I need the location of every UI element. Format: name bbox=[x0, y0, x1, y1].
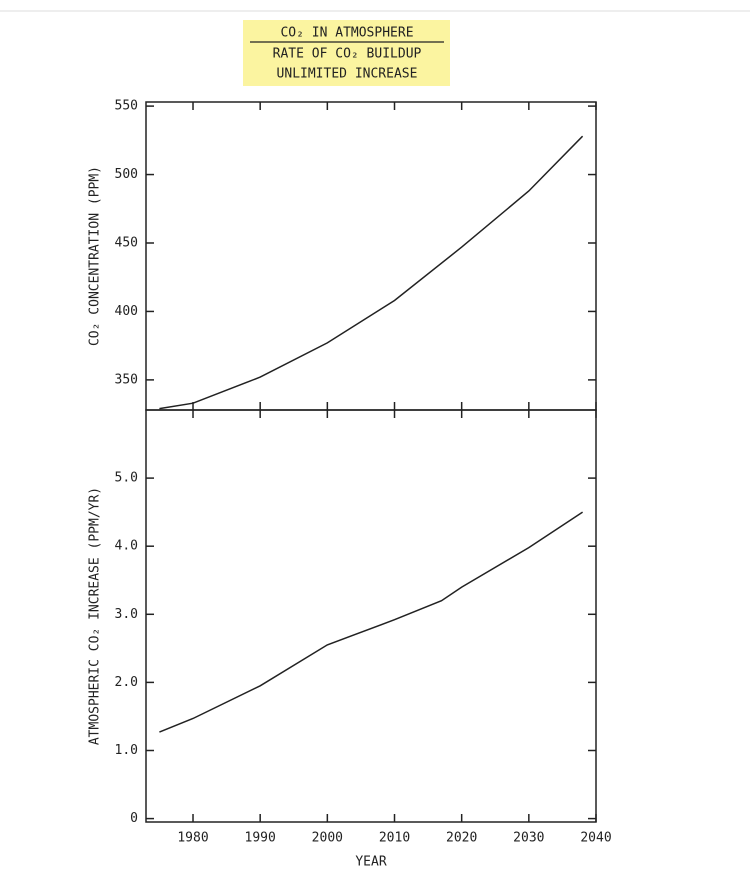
y-tick-label: 400 bbox=[115, 304, 138, 319]
y-tick-label: 0 bbox=[130, 811, 138, 826]
y-tick-label: 500 bbox=[115, 167, 138, 182]
x-tick-label: 2000 bbox=[312, 831, 343, 846]
x-tick-label: 1980 bbox=[177, 831, 208, 846]
highlight bbox=[243, 20, 450, 86]
x-axis-label: YEAR bbox=[355, 855, 386, 870]
x-tick-label: 2040 bbox=[580, 831, 611, 846]
y-tick-label: 550 bbox=[115, 99, 138, 114]
x-tick-label: 2030 bbox=[513, 831, 544, 846]
y-tick-label: 5.0 bbox=[115, 471, 138, 486]
data-line bbox=[159, 511, 584, 733]
y-tick-label: 1.0 bbox=[115, 743, 138, 758]
y-axis-label: ATMOSPHERIC CO₂ INCREASE (PPM/YR) bbox=[88, 487, 103, 745]
x-tick-label: 2010 bbox=[379, 831, 410, 846]
header-line: CO₂ IN ATMOSPHERE bbox=[280, 26, 413, 41]
data-line bbox=[159, 135, 584, 410]
y-axis-label: CO₂ CONCENTRATION (PPM) bbox=[88, 166, 103, 346]
plot-frame bbox=[145, 101, 597, 411]
header-line: RATE OF CO₂ BUILDUP bbox=[273, 47, 422, 62]
y-tick-label: 4.0 bbox=[115, 539, 138, 554]
header-line: UNLIMITED INCREASE bbox=[277, 67, 418, 82]
x-tick-label: 2020 bbox=[446, 831, 477, 846]
y-tick-label: 2.0 bbox=[115, 675, 138, 690]
x-tick-label: 1990 bbox=[245, 831, 276, 846]
y-tick-label: 350 bbox=[115, 372, 138, 387]
plot-frame bbox=[145, 409, 597, 823]
y-tick-label: 450 bbox=[115, 235, 138, 250]
y-tick-label: 3.0 bbox=[115, 607, 138, 622]
